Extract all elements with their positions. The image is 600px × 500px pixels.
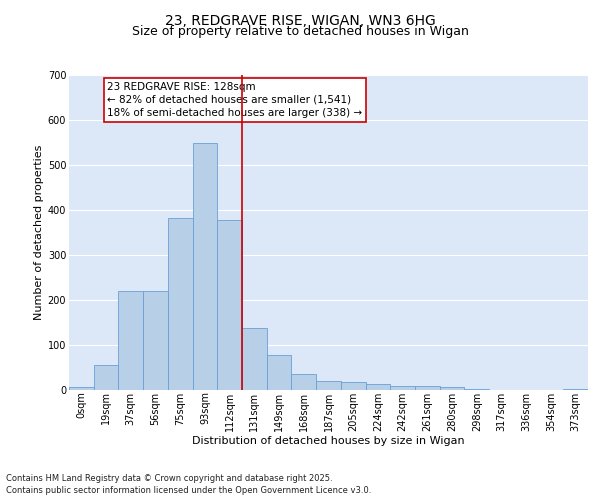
Bar: [292, 374, 316, 390]
Bar: [316, 381, 341, 390]
Bar: [440, 387, 464, 390]
Bar: [415, 386, 440, 390]
Bar: [118, 291, 143, 390]
Bar: [267, 355, 292, 390]
Bar: [341, 382, 365, 390]
Bar: [69, 388, 94, 390]
Text: Size of property relative to detached houses in Wigan: Size of property relative to detached ho…: [131, 25, 469, 38]
X-axis label: Distribution of detached houses by size in Wigan: Distribution of detached houses by size …: [192, 436, 465, 446]
Bar: [143, 291, 168, 390]
Text: Contains HM Land Registry data © Crown copyright and database right 2025.
Contai: Contains HM Land Registry data © Crown c…: [6, 474, 371, 495]
Bar: [217, 220, 242, 390]
Text: 23, REDGRAVE RISE, WIGAN, WN3 6HG: 23, REDGRAVE RISE, WIGAN, WN3 6HG: [164, 14, 436, 28]
Bar: [193, 144, 217, 390]
Text: 23 REDGRAVE RISE: 128sqm
← 82% of detached houses are smaller (1,541)
18% of sem: 23 REDGRAVE RISE: 128sqm ← 82% of detach…: [107, 82, 362, 118]
Y-axis label: Number of detached properties: Number of detached properties: [34, 145, 44, 320]
Bar: [390, 386, 415, 390]
Bar: [365, 384, 390, 390]
Bar: [242, 328, 267, 390]
Bar: [563, 388, 588, 390]
Bar: [464, 389, 489, 390]
Bar: [94, 365, 118, 390]
Bar: [168, 218, 193, 390]
